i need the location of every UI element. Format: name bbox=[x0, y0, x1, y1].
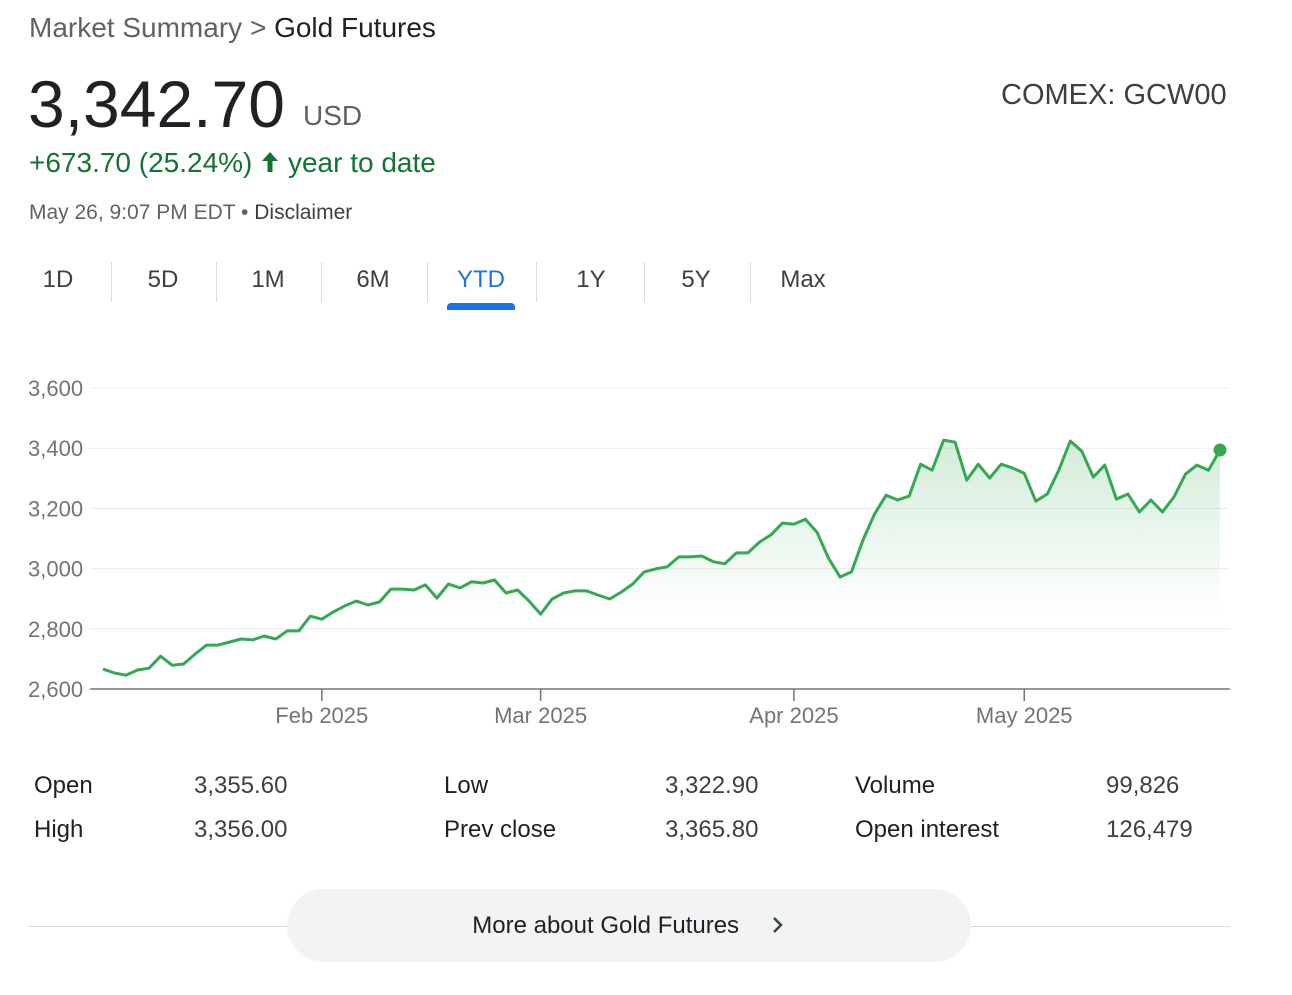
timestamp: May 26, 9:07 PM EDT bbox=[29, 201, 236, 224]
more-button[interactable]: More about Gold Futures bbox=[287, 889, 971, 962]
y-tick-label: 3,600 bbox=[28, 376, 83, 401]
tab[interactable]: 1M bbox=[251, 266, 285, 293]
chevron bbox=[772, 917, 783, 933]
stat-value: 3,365.80 bbox=[665, 816, 759, 843]
y-tick-label: 3,400 bbox=[28, 436, 83, 461]
ticker: COMEX: GCW00 bbox=[1001, 79, 1227, 111]
stat-value: 99,826 bbox=[1106, 772, 1180, 799]
stat-label: Open interest bbox=[855, 816, 1000, 843]
tab-separator bbox=[215, 262, 217, 302]
stat-value: 126,479 bbox=[1106, 816, 1193, 843]
breadcrumb-sep: > bbox=[249, 12, 267, 43]
stat-label: Low bbox=[444, 772, 489, 799]
timestamp-line: May 26, 9:07 PM EDT • Disclaimer bbox=[29, 201, 352, 225]
area-fill bbox=[103, 440, 1220, 689]
disclaimer[interactable]: Disclaimer bbox=[254, 201, 353, 224]
tab-separator bbox=[749, 262, 751, 302]
x-tick-label: Feb 2025 bbox=[275, 703, 368, 728]
change-line: +673.70 (25.24%) year to date bbox=[29, 147, 436, 179]
x-tick-label: Apr 2025 bbox=[749, 703, 838, 728]
currency: USD bbox=[303, 100, 363, 131]
tab-separator bbox=[427, 262, 428, 302]
dot-separator: • bbox=[241, 201, 249, 224]
tab[interactable]: 6M bbox=[356, 266, 390, 293]
y-tick-label: 3,000 bbox=[28, 557, 83, 582]
price-line bbox=[102, 438, 1222, 677]
tab-separator bbox=[110, 262, 112, 302]
last-point bbox=[1213, 443, 1227, 457]
change-period: year to date bbox=[287, 147, 436, 178]
price: 3,342.70 bbox=[28, 67, 285, 141]
y-tick-label: 2,800 bbox=[28, 617, 83, 642]
tab-separator bbox=[643, 262, 645, 302]
x-tick-label: Mar 2025 bbox=[494, 703, 587, 728]
chart: 2,600 2,800 3,000 3,200 3,400 3,600 Feb 2025 Ma… bbox=[28, 376, 1230, 728]
y-tick-label: 3,200 bbox=[28, 496, 83, 521]
x-tick-label: May 2025 bbox=[976, 703, 1073, 728]
breadcrumb-current: Gold Futures bbox=[274, 12, 436, 43]
stat-label: Prev close bbox=[444, 816, 557, 843]
tab[interactable]: 5D bbox=[147, 266, 179, 293]
change: +673.70 (25.24%) bbox=[29, 147, 253, 178]
y-tick-label: 2,600 bbox=[28, 677, 83, 702]
stat-label: Volume bbox=[855, 772, 936, 799]
breadcrumb-link[interactable]: Market Summary bbox=[29, 12, 243, 43]
up-arrow bbox=[262, 152, 279, 172]
breadcrumb: Market Summary > Gold Futures bbox=[29, 12, 436, 44]
tab[interactable]: 5Y bbox=[681, 266, 711, 293]
tab[interactable]: YTD bbox=[457, 266, 505, 293]
tab-separator bbox=[320, 262, 322, 302]
tab[interactable]: 1Y bbox=[576, 266, 606, 293]
tab-separator bbox=[536, 262, 537, 302]
stat-value: 3,322.90 bbox=[665, 772, 759, 799]
button-label: More about Gold Futures bbox=[472, 912, 740, 939]
tab[interactable]: 1D bbox=[42, 266, 74, 293]
stat-label: Open bbox=[34, 772, 93, 799]
stat-label: High bbox=[34, 816, 84, 843]
tab-indicator bbox=[447, 303, 515, 310]
tab[interactable]: Max bbox=[780, 266, 826, 293]
stat-value: 3,356.00 bbox=[194, 816, 288, 843]
stat-value: 3,355.60 bbox=[194, 772, 288, 799]
